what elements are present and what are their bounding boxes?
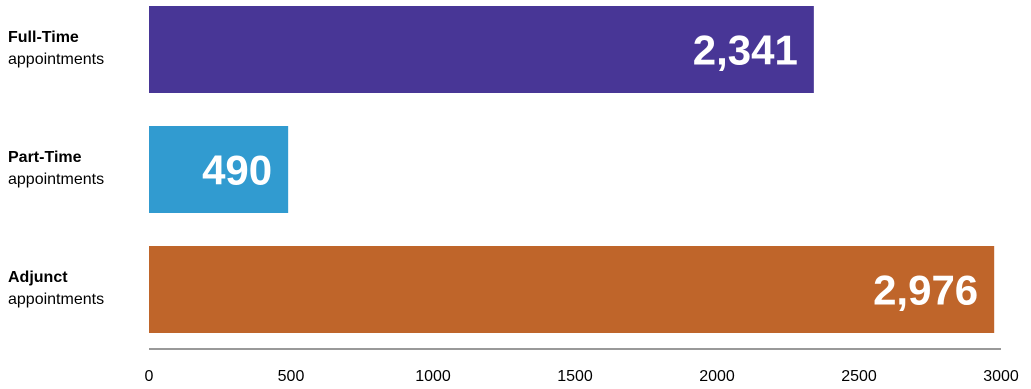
x-tick-label-3000: 3000 [983, 368, 1019, 385]
x-tick-label-2000: 2000 [699, 368, 735, 385]
bar-part-time [149, 126, 289, 213]
bar-full-time [149, 6, 814, 93]
bar-value-label-adjunct: 2,976 [873, 267, 978, 314]
category-label-full-time: Full-Time [8, 29, 79, 46]
category-label-adjunct: Adjunct [8, 269, 68, 286]
category-sublabel-full-time: appointments [8, 51, 104, 68]
bar-value-label-full-time: 2,341 [693, 27, 798, 74]
x-tick-label-1500: 1500 [557, 368, 593, 385]
x-tick-label-500: 500 [278, 368, 305, 385]
category-label-part-time: Part-Time [8, 149, 82, 166]
bar-value-label-part-time: 490 [202, 147, 272, 194]
bar-adjunct [149, 246, 995, 333]
category-sublabel-adjunct: appointments [8, 291, 104, 308]
x-tick-label-1000: 1000 [415, 368, 451, 385]
x-tick-label-2500: 2500 [841, 368, 877, 385]
x-tick-label-0: 0 [145, 368, 154, 385]
category-sublabel-part-time: appointments [8, 171, 104, 188]
